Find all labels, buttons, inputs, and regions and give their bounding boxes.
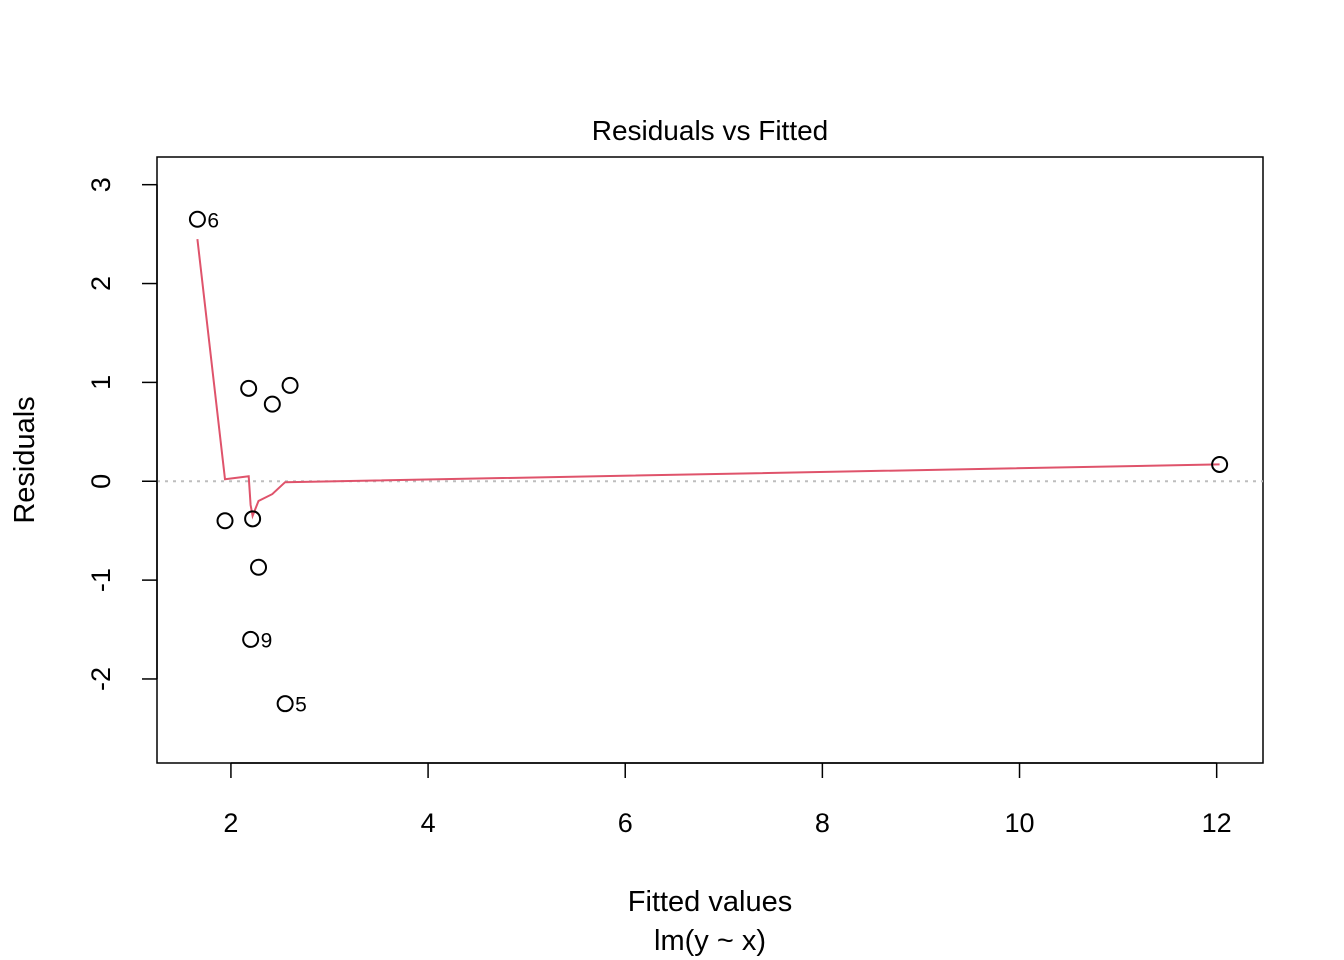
points-layer: 6 9 5 <box>188 209 1229 717</box>
point-label: 6 <box>207 209 219 232</box>
data-point <box>281 376 299 394</box>
x-tick-label: 8 <box>815 808 830 838</box>
x-tick-label: 2 <box>223 808 238 838</box>
data-point <box>216 512 234 530</box>
x-tick-label: 6 <box>618 808 633 838</box>
data-point <box>276 695 294 713</box>
point-label: 5 <box>295 694 307 717</box>
data-point <box>250 558 268 576</box>
x-tick-label: 10 <box>1004 808 1034 838</box>
y-tick-label: 0 <box>86 474 116 489</box>
y-tick-label: -1 <box>86 568 116 592</box>
y-tick-label: -2 <box>86 667 116 691</box>
y-axis: -2 -1 0 1 2 3 <box>86 177 158 691</box>
x-tick-label: 12 <box>1202 808 1232 838</box>
smooth-line-layer <box>196 238 1220 520</box>
x-axis-sublabel: lm(y ~ x) <box>654 925 766 957</box>
y-tick-label: 1 <box>86 375 116 390</box>
data-point <box>242 630 260 648</box>
data-point <box>263 395 281 413</box>
smooth-trend-line <box>196 238 1220 520</box>
plot-frame <box>156 156 1264 764</box>
x-axis-label: Fitted values <box>628 886 792 918</box>
data-point <box>244 510 262 528</box>
point-label: 9 <box>261 629 273 652</box>
data-point <box>1211 455 1229 473</box>
x-tick-label: 4 <box>421 808 436 838</box>
data-point <box>188 210 206 228</box>
data-point <box>240 379 258 397</box>
y-tick-label: 2 <box>86 276 116 291</box>
y-axis-label: Residuals <box>9 396 41 523</box>
y-tick-label: 3 <box>86 177 116 192</box>
x-axis: 2 4 6 8 10 12 <box>223 762 1232 838</box>
chart-title: Residuals vs Fitted <box>592 115 829 146</box>
